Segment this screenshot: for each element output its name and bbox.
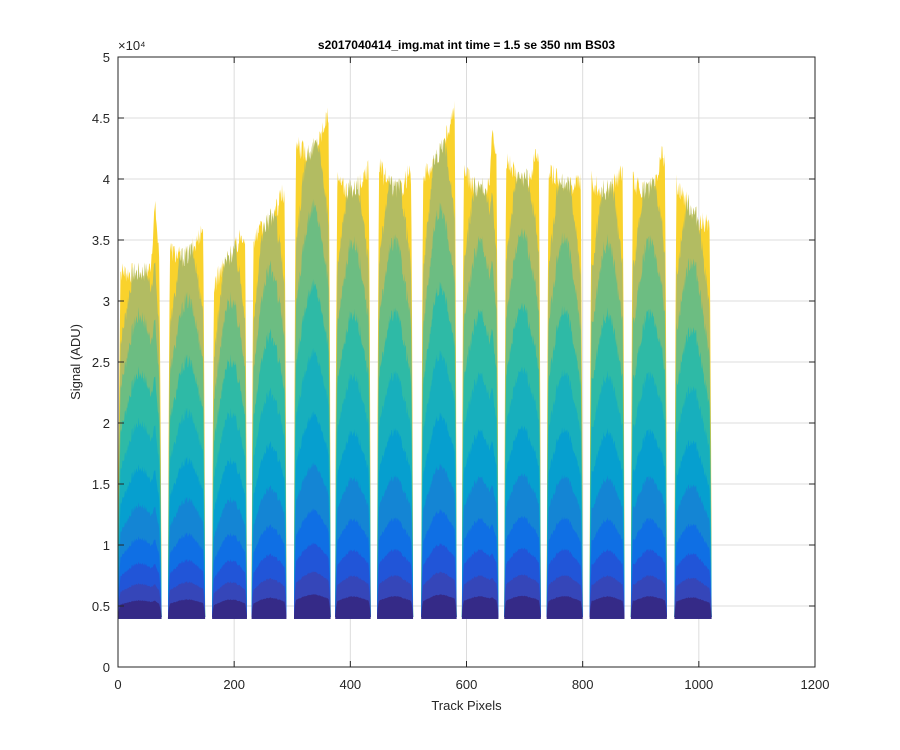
- x-axis-ticks: 0 200 400 600 800 1000 1200: [114, 57, 829, 692]
- x-tick-label: 1200: [801, 677, 830, 692]
- signal-band-layer: [168, 599, 206, 617]
- y-tick-label: 2: [103, 416, 110, 431]
- signal-band-layer: [589, 596, 625, 617]
- signal-band-layer: [377, 596, 414, 617]
- y-tick-label: 0: [103, 660, 110, 675]
- signal-band-layer: [546, 595, 583, 617]
- signal-band-layer: [504, 595, 541, 617]
- y-axis-exponent-label: ×10⁴: [118, 38, 146, 53]
- y-axis-ticks: 0 0.5 1 1.5 2 2.5 3 3.5 4 4.5 5: [92, 50, 815, 675]
- signal-baseline: [421, 616, 457, 619]
- signal-band-layer: [251, 597, 287, 617]
- signal-baseline: [630, 616, 667, 619]
- signal-area-series: [118, 100, 712, 619]
- x-tick-label: 0: [114, 677, 121, 692]
- signal-baseline: [212, 616, 247, 619]
- signal-baseline: [251, 616, 287, 619]
- signal-baseline: [167, 616, 206, 619]
- signal-baseline: [293, 616, 331, 619]
- y-tick-label: 0.5: [92, 599, 110, 614]
- chart-title: s2017040414_img.mat int time = 1.5 se 35…: [318, 38, 616, 52]
- signal-band-layer: [421, 594, 457, 617]
- y-tick-label: 1: [103, 538, 110, 553]
- x-tick-label: 1000: [684, 677, 713, 692]
- signal-baseline: [674, 616, 712, 619]
- y-axis-label: Signal (ADU): [68, 324, 83, 400]
- x-tick-label: 400: [339, 677, 361, 692]
- y-tick-label: 4.5: [92, 111, 110, 126]
- x-tick-label: 800: [572, 677, 594, 692]
- y-tick-label: 5: [103, 50, 110, 65]
- signal-band-layer: [674, 597, 712, 617]
- y-tick-label: 3: [103, 294, 110, 309]
- x-axis-label: Track Pixels: [431, 698, 502, 713]
- y-tick-label: 3.5: [92, 233, 110, 248]
- signal-baseline: [118, 616, 162, 619]
- signal-baseline: [377, 616, 414, 619]
- y-tick-label: 1.5: [92, 477, 110, 492]
- signal-baseline: [504, 616, 541, 619]
- signal-baseline: [546, 616, 583, 619]
- signal-band-layer: [118, 600, 162, 617]
- y-tick-label: 4: [103, 172, 110, 187]
- signal-band-layer: [212, 599, 247, 617]
- x-tick-label: 600: [456, 677, 478, 692]
- signal-band-layer: [461, 596, 499, 617]
- signal-band-layer: [335, 596, 371, 617]
- x-tick-label: 200: [223, 677, 245, 692]
- signal-band-layer: [294, 594, 331, 617]
- axes: 0 200 400 600 800 1000 1200 0 0.5 1 1.5 2 2.5 3 3.5 4 4…: [92, 50, 830, 692]
- signal-baseline: [335, 616, 371, 619]
- y-tick-label: 2.5: [92, 355, 110, 370]
- signal-band-layer: [630, 596, 667, 617]
- signal-baseline: [461, 616, 499, 619]
- signal-baseline: [589, 616, 625, 619]
